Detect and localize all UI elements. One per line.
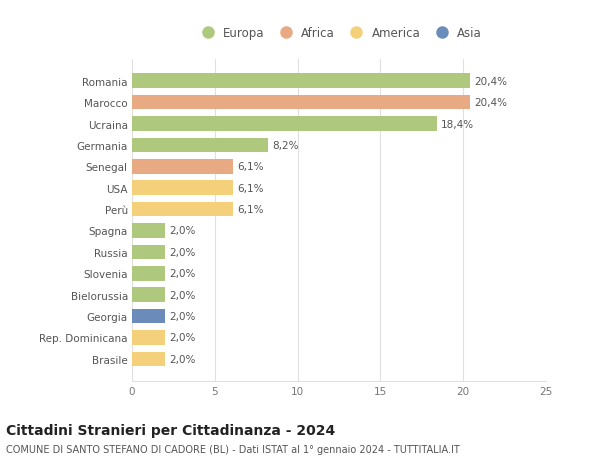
Text: 2,0%: 2,0%	[169, 290, 196, 300]
Bar	[132, 95, 470, 110]
Text: 20,4%: 20,4%	[474, 77, 507, 87]
Bar	[132, 181, 233, 196]
Bar	[132, 117, 437, 131]
Text: 8,2%: 8,2%	[272, 140, 298, 151]
Text: 2,0%: 2,0%	[169, 311, 196, 321]
Bar	[132, 245, 165, 260]
Text: 6,1%: 6,1%	[237, 162, 263, 172]
Text: 2,0%: 2,0%	[169, 354, 196, 364]
Bar	[132, 330, 165, 345]
Legend: Europa, Africa, America, Asia: Europa, Africa, America, Asia	[196, 27, 482, 40]
Text: 6,1%: 6,1%	[237, 205, 263, 215]
Bar	[132, 288, 165, 302]
Bar	[132, 352, 165, 366]
Text: 2,0%: 2,0%	[169, 226, 196, 236]
Text: 2,0%: 2,0%	[169, 269, 196, 279]
Bar	[132, 202, 233, 217]
Bar	[132, 309, 165, 324]
Bar	[132, 160, 233, 174]
Text: 2,0%: 2,0%	[169, 333, 196, 343]
Text: 18,4%: 18,4%	[441, 119, 474, 129]
Text: 2,0%: 2,0%	[169, 247, 196, 257]
Text: Cittadini Stranieri per Cittadinanza - 2024: Cittadini Stranieri per Cittadinanza - 2…	[6, 423, 335, 437]
Bar	[132, 266, 165, 281]
Text: COMUNE DI SANTO STEFANO DI CADORE (BL) - Dati ISTAT al 1° gennaio 2024 - TUTTITA: COMUNE DI SANTO STEFANO DI CADORE (BL) -…	[6, 444, 460, 454]
Bar	[132, 74, 470, 89]
Bar	[132, 138, 268, 153]
Text: 20,4%: 20,4%	[474, 98, 507, 108]
Bar	[132, 224, 165, 238]
Text: 6,1%: 6,1%	[237, 183, 263, 193]
